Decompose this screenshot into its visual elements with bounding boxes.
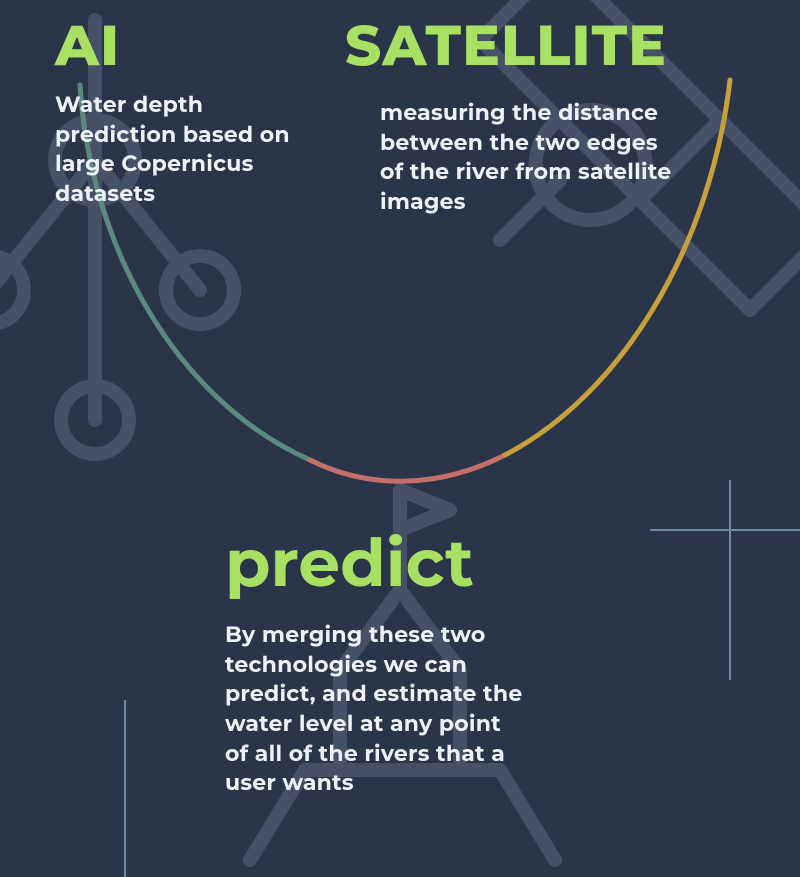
ai-body: Water depth prediction based on large Co… xyxy=(55,90,315,209)
predict-body: By merging these two technologies we can… xyxy=(225,620,525,798)
ai-heading: AI xyxy=(55,18,120,74)
satellite-body: measuring the distance between the two e… xyxy=(380,98,680,217)
infographic-canvas: AI Water depth prediction based on large… xyxy=(0,0,800,877)
satellite-heading: SATELLITE xyxy=(345,18,667,74)
network-icon xyxy=(0,20,234,454)
predict-heading: predict xyxy=(225,530,474,596)
